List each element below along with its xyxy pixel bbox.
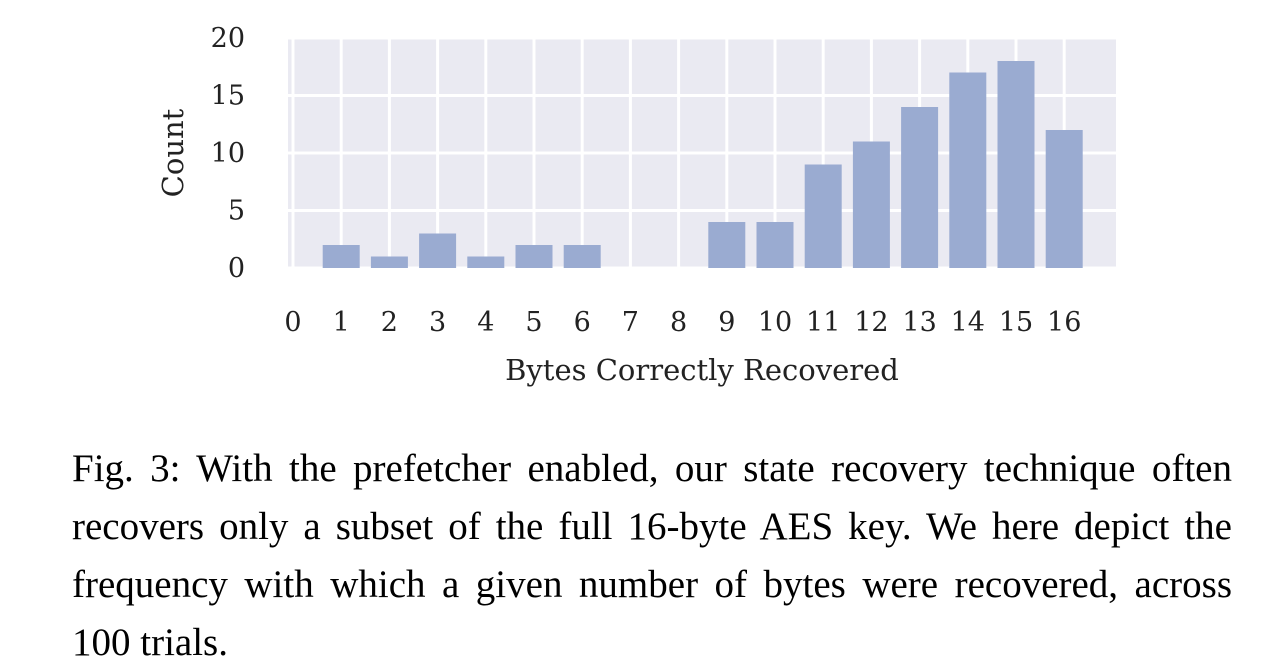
bar-4: [467, 256, 505, 268]
bar-1: [322, 245, 360, 268]
bar-16: [1045, 130, 1083, 268]
x-tick-label: 2: [381, 307, 398, 338]
y-tick-label: 10: [211, 138, 245, 169]
x-tick-label: 13: [902, 307, 936, 338]
bar-2: [370, 256, 408, 268]
y-tick-label: 5: [228, 196, 245, 227]
x-tick-label: 3: [429, 307, 446, 338]
x-tick-label: 0: [284, 307, 301, 338]
x-tick-label: 11: [806, 307, 840, 338]
y-axis-label: Count: [156, 108, 190, 197]
x-tick-label: 12: [854, 307, 888, 338]
bar-5: [515, 245, 553, 268]
x-tick-label: 7: [622, 307, 639, 338]
x-tick-label: 6: [574, 307, 591, 338]
bar-15: [997, 61, 1035, 268]
bars: [322, 61, 1083, 268]
y-tick-label: 15: [211, 81, 245, 112]
y-tick-labels: 0 5 10 15 20: [211, 23, 245, 284]
bar-11: [804, 164, 842, 268]
y-tick-label: 20: [211, 23, 245, 54]
bar-9: [708, 222, 746, 268]
bar-3: [419, 233, 457, 268]
x-tick-label: 15: [999, 307, 1033, 338]
bar-10: [756, 222, 794, 268]
x-tick-label: 16: [1047, 307, 1081, 338]
x-tick-label: 14: [951, 307, 985, 338]
x-tick-label: 5: [525, 307, 542, 338]
x-tick-label: 1: [333, 307, 350, 338]
x-axis-label: Bytes Correctly Recovered: [505, 353, 899, 387]
x-tick-label: 9: [718, 307, 735, 338]
x-tick-label: 8: [670, 307, 687, 338]
x-tick-labels: 0 1 2 3 4 5 6 7 8 9 10 11 12 13 14 15 16: [284, 307, 1081, 338]
x-tick-label: 4: [477, 307, 494, 338]
figure-caption: Fig. 3: With the prefetcher enabled, our…: [72, 447, 1232, 664]
x-tick-label: 10: [758, 307, 792, 338]
y-tick-label: 0: [228, 253, 245, 284]
bar-6: [563, 245, 601, 268]
bar-13: [901, 107, 939, 268]
bar-14: [949, 72, 987, 268]
bar-12: [852, 141, 890, 268]
